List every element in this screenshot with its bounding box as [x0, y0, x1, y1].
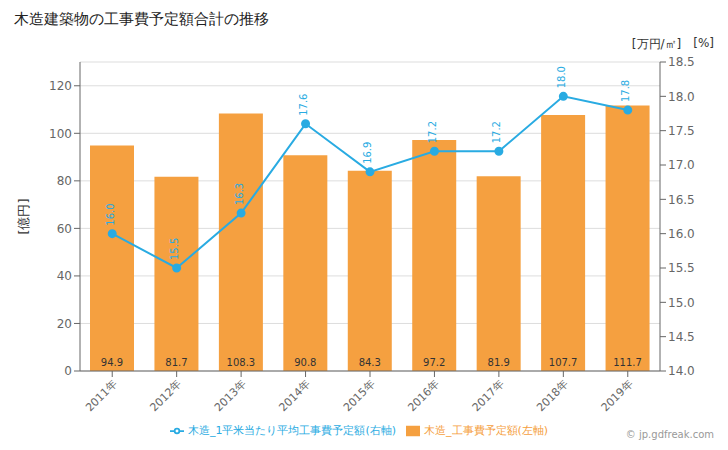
svg-text:18.5: 18.5: [668, 55, 695, 69]
svg-text:2017年: 2017年: [470, 377, 507, 414]
svg-text:16.3: 16.3: [234, 183, 245, 205]
svg-text:14.0: 14.0: [668, 364, 695, 378]
svg-text:97.2: 97.2: [423, 357, 445, 368]
svg-text:2013年: 2013年: [212, 377, 249, 414]
svg-text:17.2: 17.2: [427, 121, 438, 143]
svg-text:18.0: 18.0: [668, 90, 695, 104]
svg-text:17.0: 17.0: [668, 158, 695, 172]
svg-text:100: 100: [49, 127, 72, 141]
svg-text:94.9: 94.9: [101, 357, 123, 368]
svg-text:108.3: 108.3: [227, 357, 256, 368]
svg-text:90.8: 90.8: [294, 357, 316, 368]
svg-text:15.5: 15.5: [668, 261, 695, 275]
svg-text:107.7: 107.7: [549, 357, 578, 368]
html-text:木造_1平米当たり平均工事費予定額(右軸): 木造_1平米当たり平均工事費予定額(右軸): [187, 424, 396, 437]
svg-text:17.5: 17.5: [668, 124, 695, 138]
svg-text:17.6: 17.6: [298, 94, 309, 116]
html-text:木造_工事費予定額(左軸): 木造_工事費予定額(左軸): [424, 424, 549, 437]
svg-text:2012年: 2012年: [148, 377, 185, 414]
svg-text:16.5: 16.5: [668, 193, 695, 207]
svg-text:120: 120: [49, 79, 72, 93]
svg-text:14.5: 14.5: [668, 330, 695, 344]
svg-text:15.0: 15.0: [668, 296, 695, 310]
html-text:木造建築物の工事費予定額合計の推移: 木造建築物の工事費予定額合計の推移: [14, 10, 269, 28]
svg-text:20: 20: [57, 317, 72, 331]
svg-text:81.7: 81.7: [165, 357, 187, 368]
svg-text:16.9: 16.9: [363, 142, 374, 164]
svg-text:111.7: 111.7: [613, 357, 642, 368]
svg-text:18.0: 18.0: [556, 66, 567, 88]
svg-text:0: 0: [64, 364, 72, 378]
svg-text:15.5: 15.5: [169, 238, 180, 260]
svg-text:81.9: 81.9: [488, 357, 510, 368]
svg-text:40: 40: [57, 269, 72, 283]
svg-text:17.8: 17.8: [620, 80, 631, 102]
svg-text:16.0: 16.0: [105, 203, 116, 225]
svg-text:[億円]: [億円]: [16, 198, 31, 234]
svg-text:2015年: 2015年: [341, 377, 378, 414]
svg-text:17.2: 17.2: [491, 121, 502, 143]
svg-text:16.0: 16.0: [668, 227, 695, 241]
svg-text:84.3: 84.3: [359, 357, 381, 368]
html-text:[万円/㎡]: [万円/㎡]: [631, 37, 682, 51]
html-text:© jp.gdfreak.com: © jp.gdfreak.com: [625, 429, 714, 440]
svg-text:2011年: 2011年: [83, 377, 120, 414]
svg-text:80: 80: [57, 174, 72, 188]
svg-text:2019年: 2019年: [599, 377, 636, 414]
svg-text:2014年: 2014年: [276, 377, 313, 414]
svg-text:2016年: 2016年: [405, 377, 442, 414]
svg-text:60: 60: [57, 222, 72, 236]
svg-text:2018年: 2018年: [534, 377, 571, 414]
